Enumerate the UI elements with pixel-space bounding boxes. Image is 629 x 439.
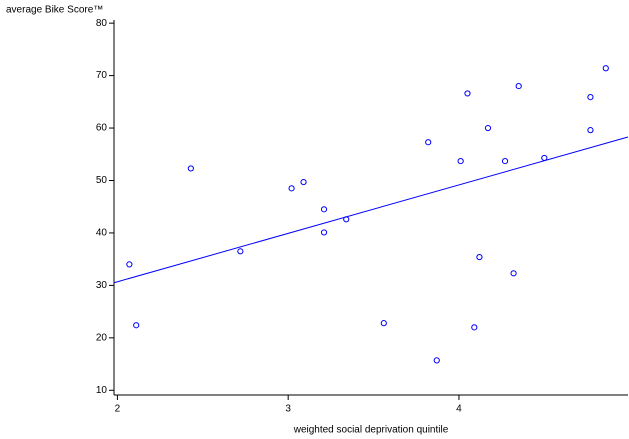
point: [484, 124, 492, 132]
point: [126, 261, 133, 268]
y-tick-label: 60: [96, 123, 108, 134]
point: [602, 65, 609, 72]
point: [133, 322, 140, 329]
point: [457, 157, 464, 165]
y-tick-label: 10: [96, 385, 108, 396]
point: [464, 90, 471, 97]
point: [300, 178, 307, 186]
y-tick-label: 30: [96, 280, 108, 291]
y-tick-label: 80: [96, 18, 108, 29]
point: [587, 127, 594, 134]
y-tick-label: 50: [96, 175, 108, 186]
point: [320, 206, 328, 213]
point: [343, 216, 350, 223]
x-tick-label: 3: [285, 404, 291, 415]
y-tick-label: 40: [96, 228, 108, 239]
point: [320, 229, 328, 236]
x-tick-label: 4: [456, 404, 462, 415]
point: [541, 154, 548, 162]
point: [187, 165, 194, 172]
point: [587, 93, 594, 101]
point: [510, 270, 517, 277]
x-tick-label: 2: [115, 404, 121, 415]
point: [288, 185, 295, 192]
y-tick-label: 70: [96, 70, 108, 81]
point: [237, 248, 244, 255]
x-axis-label: weighted social deprivation quintile: [293, 425, 449, 436]
point: [380, 320, 387, 327]
point: [515, 82, 522, 90]
point: [501, 157, 509, 165]
point: [425, 139, 432, 146]
point: [433, 357, 440, 364]
point: [471, 324, 478, 331]
y-axis-label: average Bike Score™: [6, 5, 103, 16]
regression-line: [113, 136, 629, 284]
point: [476, 253, 483, 261]
y-tick-label: 20: [96, 332, 108, 343]
